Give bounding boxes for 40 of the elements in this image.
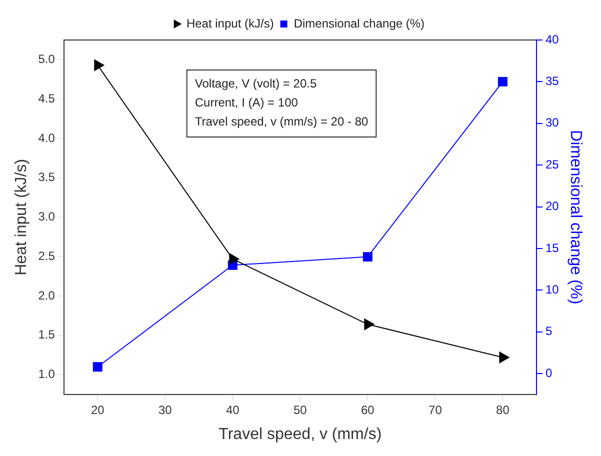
x-tick-label: 20 [90,402,105,417]
y-tick-label: 1.0 [38,367,56,382]
annotation: Current, I (A) = 100 [194,95,298,110]
y2-tick-label: 30 [545,116,560,130]
annotation: Voltage, V (volt) = 20.5 [194,76,317,90]
annotation: Travel speed, v (mm/s) = 20 - 80 [194,114,368,128]
y-tick-label: 2.0 [38,288,56,302]
x-tick-label: 50 [293,402,308,417]
point [229,253,240,265]
y-tick-label: 4.5 [38,91,56,106]
x-axis-title: Travel speed, v (mm/s) [218,426,382,443]
x-tick-label: 80 [496,402,510,417]
y-axis-title: Heat input (kJ/s) [13,158,30,276]
y2-tick-label: 15 [545,240,560,255]
y-tick-label: 4.0 [38,130,56,145]
y-tick-label: 1.5 [38,328,56,342]
y2-axis-title: Dimensional change (%) [566,130,584,304]
y-tick-label: 3.5 [38,170,56,184]
y2-tick-label: 40 [545,32,560,46]
y2-tick-label: 20 [545,199,560,214]
legend-label: Heat input (kJ/s) [186,16,274,30]
x-tick-label: 30 [158,402,172,417]
y-tick-label: 5.0 [38,52,56,66]
point [92,362,102,372]
point [362,252,372,262]
x-tick-label: 70 [428,402,442,417]
y-tick-label: 3.0 [38,210,56,224]
legend-label: Dimensional change (%) [294,16,425,30]
x-tick-label: 60 [360,402,375,417]
y2-tick-label: 25 [545,157,560,172]
y2-tick-label: 10 [545,282,560,296]
point [499,352,510,364]
y2-tick-label: 5 [545,324,552,338]
y-tick-label: 2.5 [38,248,56,263]
y2-tick-label: 0 [545,366,552,380]
point [498,76,508,86]
y2-tick-label: 35 [545,74,560,88]
x-tick-label: 40 [226,402,240,417]
point [94,60,104,71]
point [364,318,374,330]
